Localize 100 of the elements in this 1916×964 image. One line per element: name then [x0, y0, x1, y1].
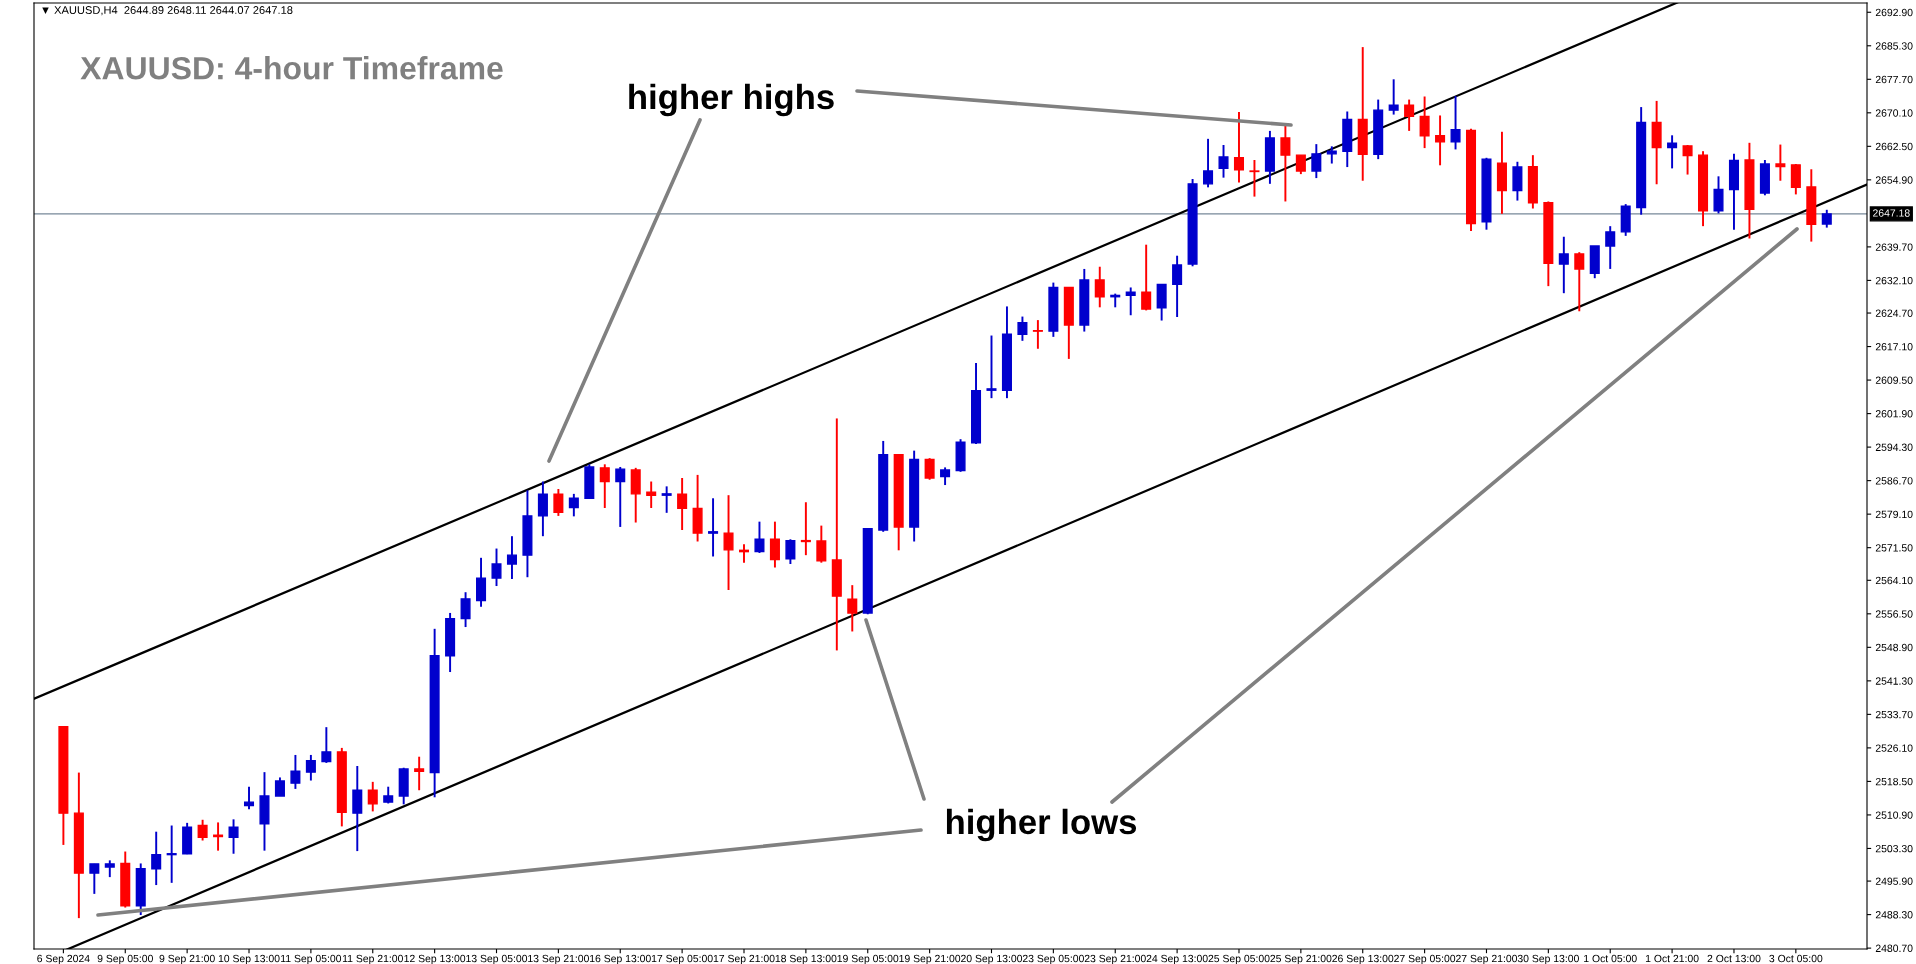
x-tick-label: 3 Oct 05:00	[1769, 954, 1823, 963]
candlestick	[89, 862, 100, 895]
y-tick-label: 2670.10	[1875, 109, 1913, 117]
candlestick	[243, 785, 255, 811]
candlestick	[537, 480, 548, 538]
candlestick	[1450, 95, 1461, 151]
y-tick-label: 2685.30	[1875, 42, 1913, 50]
x-tick-label: 19 Sep 05:00	[837, 954, 899, 964]
y-tick-label: 2639.70	[1875, 243, 1913, 251]
candlestick	[1172, 254, 1183, 318]
candlestick	[1295, 154, 1306, 176]
candlestick	[986, 334, 997, 400]
y-tick-label: 2488.30	[1875, 911, 1913, 919]
x-tick-label: 20 Sep 13:00	[961, 954, 1023, 964]
x-tick-label: 19 Sep 21:00	[899, 954, 961, 964]
y-tick-label: 2480.70	[1875, 944, 1913, 952]
x-tick-label: 16 Sep 13:00	[590, 954, 651, 964]
y-tick-label: 2571.50	[1875, 544, 1913, 552]
candlestick	[290, 753, 301, 790]
candlestick	[677, 477, 688, 531]
x-tick-label: 30 Sep 13:00	[1517, 954, 1579, 964]
candlestick	[151, 830, 162, 887]
candlestick	[1141, 243, 1152, 312]
y-tick-label: 2654.90	[1875, 176, 1913, 184]
candlestick	[414, 755, 425, 792]
candlestick	[1249, 159, 1260, 198]
x-tick-label: 23 Sep 21:00	[1084, 954, 1146, 964]
y-tick-label: 2556.50	[1875, 610, 1913, 618]
candlestick	[1388, 78, 1399, 116]
candlestick	[615, 465, 626, 528]
y-tick-label: 2495.90	[1875, 877, 1913, 885]
x-tick-label: 17 Sep 05:00	[651, 954, 713, 964]
candlestick	[491, 547, 502, 588]
y-tick-label: 2548.90	[1875, 643, 1913, 652]
annotation: ▼ XAUUSD,H4 2644.89 2648.11 2644.07 2647.18	[42, 6, 293, 16]
candlestick	[800, 501, 811, 557]
candlestick	[723, 494, 734, 591]
candlestick	[816, 524, 827, 564]
x-tick-label: 18 Sep 13:00	[775, 954, 837, 964]
x-tick-label: 2 Oct 13:00	[1707, 954, 1761, 963]
candlestick	[1156, 283, 1167, 322]
y-tick-label: 2609.50	[1875, 376, 1913, 384]
candlestick	[476, 556, 487, 608]
candlestick	[599, 463, 610, 509]
candlestick	[228, 818, 239, 855]
candlestick	[352, 765, 363, 853]
candlestick	[1558, 235, 1569, 295]
x-tick-label: 6 Sep 2024	[37, 954, 90, 964]
annotation: higher highs	[629, 83, 834, 117]
candlestick	[1790, 163, 1801, 196]
x-tick-label: 27 Sep 21:00	[1456, 954, 1518, 964]
candlestick	[754, 520, 765, 554]
y-tick-label: 2677.70	[1875, 75, 1913, 84]
candlestick	[1233, 110, 1245, 184]
candlestick	[1203, 137, 1214, 189]
y-tick-label: 2632.10	[1875, 276, 1913, 285]
candlestick	[1512, 160, 1523, 202]
candlestick	[274, 776, 285, 797]
x-tick-label: 1 Oct 05:00	[1584, 954, 1637, 963]
candlestick	[506, 535, 517, 580]
y-tick-label: 2662.50	[1875, 142, 1913, 151]
candlestick	[924, 457, 935, 481]
candlestick	[785, 538, 796, 565]
x-tick-label: 26 Sep 13:00	[1332, 954, 1394, 964]
y-tick-label: 2518.50	[1875, 777, 1913, 786]
y-tick-label: 2692.90	[1875, 8, 1913, 17]
candlestick	[661, 485, 672, 514]
candlestick	[460, 591, 471, 629]
x-tick-label: 11 Sep 21:00	[342, 954, 403, 964]
x-tick-label: 9 Sep 21:00	[159, 954, 215, 964]
candlestick	[321, 726, 332, 764]
text: XAUUSD: 4-hour Timeframe	[80, 56, 503, 80]
candlestick	[1682, 144, 1693, 176]
candlestick	[1094, 265, 1105, 309]
ref-line-label: 2647.18	[1873, 209, 1910, 217]
candlestick	[1311, 143, 1322, 180]
x-tick-label: 11 Sep 05:00	[281, 954, 342, 964]
y-tick-label: 2586.70	[1875, 477, 1913, 485]
candlestick	[1017, 315, 1028, 342]
y-tick-label: 2503.30	[1875, 844, 1913, 853]
x-tick-label: 13 Sep 05:00	[466, 954, 528, 964]
candlestick	[1419, 95, 1430, 150]
candlestick	[630, 466, 641, 524]
candlestick	[305, 753, 316, 782]
candlestick	[553, 488, 564, 517]
candlestick	[1713, 175, 1724, 215]
y-tick-label: 2533.70	[1875, 710, 1913, 719]
candlestick	[646, 480, 657, 509]
y-tick-label: 2617.10	[1875, 343, 1913, 351]
y-tick-label: 2541.30	[1875, 677, 1913, 685]
candlestick	[1574, 251, 1585, 313]
candlestick	[1125, 286, 1136, 317]
x-tick-label: 24 Sep 13:00	[1146, 954, 1208, 964]
candlestick	[1605, 225, 1616, 270]
candlestick	[1280, 123, 1291, 203]
candlestick	[197, 818, 208, 842]
x-tick-label: 12 Sep 13:00	[404, 954, 466, 964]
x-tick-label: 13 Sep 21:00	[528, 954, 589, 964]
x-tick-label: 9 Sep 05:00	[97, 954, 153, 964]
x-tick-label: 17 Sep 21:00	[713, 954, 775, 964]
